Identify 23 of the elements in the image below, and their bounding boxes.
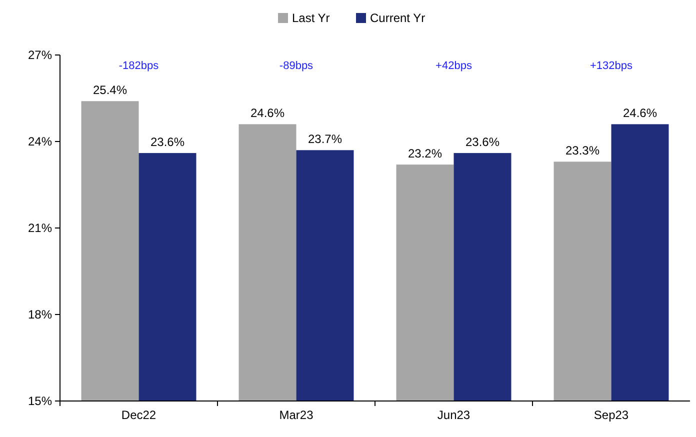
- legend-label: Current Yr: [370, 11, 426, 26]
- annotation: -182bps: [118, 60, 160, 72]
- annotation: -89bps: [279, 60, 314, 72]
- data-label: 24.6%: [622, 106, 658, 120]
- y-tick-label: 21%: [28, 221, 52, 236]
- data-label: 23.6%: [465, 135, 500, 150]
- data-label: 23.2%: [408, 146, 442, 161]
- annotation: +42bps: [436, 60, 472, 72]
- data-label: 24.6%: [250, 106, 285, 120]
- y-tick-label: 18%: [28, 308, 52, 322]
- x-tick-label: Sep23: [594, 408, 629, 422]
- annotation: +132bps: [590, 60, 634, 72]
- y-tick-label: 27%: [28, 48, 52, 62]
- x-tick-label: Jun23: [437, 408, 470, 422]
- data-label: 23.3%: [565, 144, 600, 158]
- y-tick-label: 15%: [28, 394, 52, 408]
- x-tick-label: Mar23: [279, 408, 314, 422]
- data-label: 23.6%: [150, 135, 185, 150]
- data-label: 23.7%: [308, 132, 342, 146]
- data-label: 25.4%: [92, 83, 128, 98]
- legend-label: Last Yr: [292, 11, 330, 26]
- y-tick-label: 24%: [28, 134, 52, 149]
- x-tick-label: Dec22: [121, 408, 156, 422]
